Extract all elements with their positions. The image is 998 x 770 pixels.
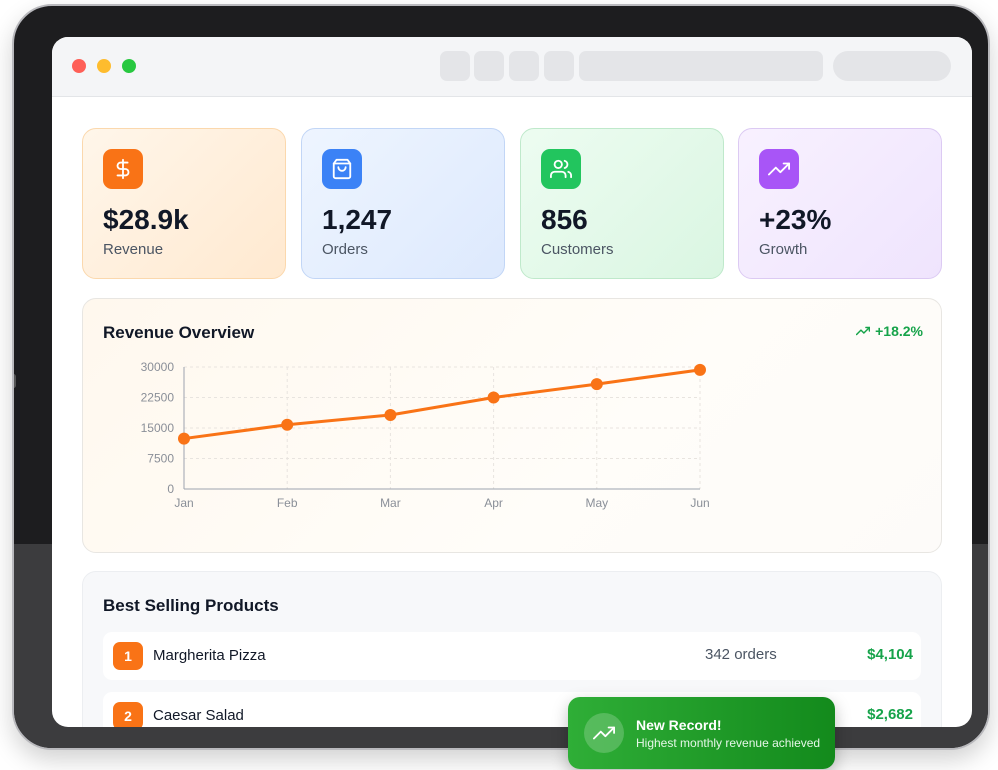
side-button bbox=[14, 374, 16, 388]
x-tick-label: Mar bbox=[380, 496, 401, 510]
dashboard-content: $28.9k Revenue 1,247 Orders 856 Customer… bbox=[52, 98, 972, 727]
product-name: Margherita Pizza bbox=[153, 647, 266, 664]
y-tick-label: 0 bbox=[167, 482, 174, 496]
shopping-bag-icon bbox=[322, 149, 362, 189]
users-icon bbox=[541, 149, 581, 189]
revenue-overview-panel: 30000 22500 15000 7500 0 Jan Feb Mar Apr May Jun R… bbox=[82, 298, 942, 553]
data-point bbox=[281, 418, 294, 431]
toolbar-pill-button[interactable] bbox=[833, 51, 951, 81]
data-point bbox=[487, 391, 500, 404]
address-bar[interactable] bbox=[579, 51, 823, 81]
product-row[interactable]: 1 Margherita Pizza 342 orders $4,104 bbox=[103, 632, 921, 680]
product-orders: 342 orders bbox=[705, 646, 777, 663]
stat-value: 856 bbox=[541, 204, 588, 235]
toolbar-button[interactable] bbox=[544, 51, 574, 81]
screen: $28.9k Revenue 1,247 Orders 856 Customer… bbox=[52, 37, 972, 727]
tablet-frame: $28.9k Revenue 1,247 Orders 856 Customer… bbox=[12, 4, 990, 750]
trending-up-icon bbox=[856, 326, 871, 336]
rank-badge: 2 bbox=[113, 702, 143, 727]
stat-label: Revenue bbox=[103, 241, 164, 258]
browser-chrome bbox=[52, 37, 972, 97]
x-tick-label: Jan bbox=[174, 496, 193, 510]
data-point bbox=[178, 432, 190, 445]
toolbar-button[interactable] bbox=[509, 51, 539, 81]
x-tick-label: May bbox=[585, 496, 608, 510]
product-name: Caesar Salad bbox=[153, 707, 244, 724]
stat-label: Growth bbox=[759, 241, 808, 258]
stat-label: Orders bbox=[322, 241, 368, 258]
product-revenue: $2,682 bbox=[867, 706, 913, 723]
minimize-window-button[interactable] bbox=[97, 59, 111, 73]
new-record-toast[interactable]: New Record! Highest monthly revenue achi… bbox=[568, 697, 835, 769]
revenue-overview-title: Revenue Overview bbox=[103, 323, 255, 342]
stat-value: 1,247 bbox=[322, 204, 393, 235]
y-tick-label: 30000 bbox=[141, 360, 175, 374]
stat-card-orders[interactable]: 1,247 Orders bbox=[301, 128, 505, 279]
y-tick-label: 7500 bbox=[147, 452, 174, 466]
x-tick-label: Feb bbox=[277, 496, 298, 510]
dollar-icon bbox=[103, 149, 143, 189]
toast-title: New Record! bbox=[636, 717, 722, 733]
toast-message: Highest monthly revenue achieved bbox=[636, 736, 821, 750]
product-revenue: $4,104 bbox=[867, 646, 913, 663]
y-tick-label: 15000 bbox=[141, 421, 175, 435]
revenue-series-line bbox=[182, 368, 702, 441]
revenue-trend-badge: +18.2% bbox=[856, 323, 923, 339]
best-selling-title: Best Selling Products bbox=[103, 596, 279, 615]
stat-value: +23% bbox=[759, 204, 832, 235]
stat-card-customers[interactable]: 856 Customers bbox=[520, 128, 724, 279]
stat-card-revenue[interactable]: $28.9k Revenue bbox=[82, 128, 286, 279]
toolbar-button[interactable] bbox=[440, 51, 470, 81]
trending-up-icon bbox=[584, 713, 624, 753]
rank-badge: 1 bbox=[113, 642, 143, 670]
stat-label: Customers bbox=[541, 241, 614, 258]
toolbar-button[interactable] bbox=[474, 51, 504, 81]
stat-card-growth[interactable]: +23% Growth bbox=[738, 128, 942, 279]
data-point bbox=[694, 363, 706, 376]
y-tick-label: 22500 bbox=[141, 391, 175, 405]
maximize-window-button[interactable] bbox=[122, 59, 136, 73]
stat-value: $28.9k bbox=[103, 204, 189, 235]
revenue-trend-value: +18.2% bbox=[875, 323, 923, 339]
x-tick-label: Jun bbox=[690, 496, 709, 510]
x-tick-label: Apr bbox=[484, 496, 503, 510]
trending-up-icon bbox=[759, 149, 799, 189]
close-window-button[interactable] bbox=[72, 59, 86, 73]
data-point bbox=[590, 378, 603, 391]
data-point bbox=[384, 408, 397, 421]
